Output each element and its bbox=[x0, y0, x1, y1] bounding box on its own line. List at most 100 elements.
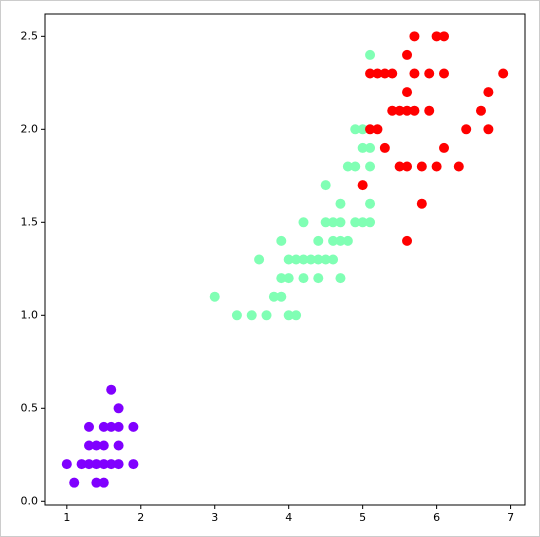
point bbox=[387, 105, 398, 116]
point bbox=[431, 161, 442, 172]
point bbox=[291, 254, 302, 265]
x-tick-label: 7 bbox=[507, 511, 514, 524]
point bbox=[335, 273, 346, 284]
point bbox=[113, 459, 124, 470]
point bbox=[342, 235, 353, 246]
point bbox=[372, 124, 383, 135]
point bbox=[402, 105, 413, 116]
point bbox=[328, 235, 339, 246]
y-tick-label: 0.5 bbox=[21, 401, 39, 414]
point bbox=[439, 142, 450, 153]
point bbox=[431, 31, 442, 42]
point bbox=[76, 459, 87, 470]
point bbox=[365, 68, 376, 79]
point bbox=[98, 440, 109, 451]
point bbox=[69, 477, 80, 488]
x-tick-label: 2 bbox=[137, 511, 144, 524]
point bbox=[276, 235, 287, 246]
point bbox=[365, 198, 376, 209]
point bbox=[91, 440, 102, 451]
point bbox=[379, 68, 390, 79]
point bbox=[298, 254, 309, 265]
x-tick-label: 5 bbox=[359, 511, 366, 524]
point bbox=[98, 421, 109, 432]
point bbox=[231, 310, 242, 321]
point bbox=[402, 235, 413, 246]
point bbox=[298, 217, 309, 228]
point bbox=[335, 198, 346, 209]
x-tick-label: 4 bbox=[285, 511, 292, 524]
point bbox=[365, 49, 376, 60]
point bbox=[424, 68, 435, 79]
point bbox=[475, 105, 486, 116]
point bbox=[483, 124, 494, 135]
point bbox=[98, 477, 109, 488]
y-tick-label: 1.5 bbox=[21, 215, 39, 228]
point bbox=[254, 254, 265, 265]
point bbox=[298, 273, 309, 284]
point bbox=[283, 273, 294, 284]
point bbox=[335, 217, 346, 228]
point bbox=[106, 459, 117, 470]
point bbox=[261, 310, 272, 321]
point bbox=[84, 459, 95, 470]
x-tick-label: 6 bbox=[433, 511, 440, 524]
point bbox=[84, 440, 95, 451]
point bbox=[276, 273, 287, 284]
point bbox=[357, 142, 368, 153]
point bbox=[342, 161, 353, 172]
point bbox=[91, 459, 102, 470]
point bbox=[365, 217, 376, 228]
point bbox=[328, 254, 339, 265]
y-tick-label: 1.0 bbox=[21, 308, 39, 321]
point bbox=[394, 105, 405, 116]
point bbox=[424, 105, 435, 116]
point bbox=[328, 217, 339, 228]
point bbox=[128, 459, 139, 470]
point bbox=[209, 291, 220, 302]
point bbox=[320, 254, 331, 265]
x-tick-label: 3 bbox=[211, 511, 218, 524]
point bbox=[313, 235, 324, 246]
point bbox=[402, 87, 413, 98]
point bbox=[365, 161, 376, 172]
point bbox=[61, 459, 72, 470]
point bbox=[291, 310, 302, 321]
point bbox=[402, 49, 413, 60]
point bbox=[498, 68, 509, 79]
point bbox=[246, 310, 257, 321]
point bbox=[276, 291, 287, 302]
point bbox=[350, 161, 361, 172]
point bbox=[268, 291, 279, 302]
point bbox=[91, 477, 102, 488]
point bbox=[379, 142, 390, 153]
point bbox=[357, 124, 368, 135]
point bbox=[283, 310, 294, 321]
point bbox=[113, 440, 124, 451]
point bbox=[439, 31, 450, 42]
point bbox=[113, 403, 124, 414]
point bbox=[106, 421, 117, 432]
point bbox=[394, 161, 405, 172]
point bbox=[402, 161, 413, 172]
point bbox=[305, 254, 316, 265]
y-tick-label: 0.0 bbox=[21, 494, 39, 507]
y-tick-label: 2.5 bbox=[21, 29, 39, 42]
point bbox=[372, 68, 383, 79]
axes-frame bbox=[44, 13, 526, 506]
point bbox=[106, 384, 117, 395]
point bbox=[320, 217, 331, 228]
point bbox=[365, 142, 376, 153]
point bbox=[320, 180, 331, 191]
point bbox=[416, 161, 427, 172]
point bbox=[365, 124, 376, 135]
point bbox=[98, 459, 109, 470]
point bbox=[350, 217, 361, 228]
point bbox=[84, 421, 95, 432]
point bbox=[335, 235, 346, 246]
point bbox=[113, 421, 124, 432]
point bbox=[439, 68, 450, 79]
point bbox=[483, 87, 494, 98]
